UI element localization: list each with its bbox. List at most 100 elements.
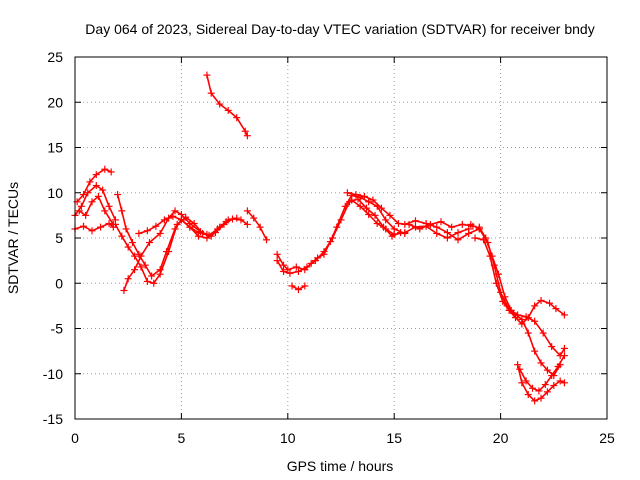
data-point [145,239,153,247]
y-tick-label: -10 [43,366,63,382]
data-point [537,359,545,367]
data-point [382,225,390,233]
data-point [539,329,547,337]
series-track-21 [516,352,568,395]
data-point [454,229,462,237]
axis-ticks: 0 5 10 15 20 25 -15 -10 -5 0 5 10 15 20 25 [43,49,615,446]
data-point [222,218,230,226]
data-point [273,257,281,265]
data-point [377,204,385,212]
data-point [365,198,373,206]
data-point [548,343,556,351]
data-point [411,217,419,225]
plot-area [71,71,568,405]
data-point [101,165,109,173]
data-point [516,365,524,373]
data-point [522,377,530,385]
data-point [328,234,336,242]
data-point [75,207,83,215]
x-axis-label: GPS time / hours [287,458,394,474]
data-point [311,257,319,265]
data-point [107,168,115,176]
data-point [301,282,309,290]
data-point [131,252,139,260]
data-point [537,296,545,304]
data-point [216,100,224,108]
x-tick-label: 10 [280,430,296,446]
series-line [519,354,566,392]
data-point [143,277,151,285]
data-point [160,216,168,224]
series-line [74,184,117,221]
data-point [433,229,441,237]
series-line [478,226,566,357]
data-point [156,229,164,237]
y-tick-label: 25 [47,49,63,65]
data-point [137,263,145,271]
data-point [203,230,211,238]
data-point [518,379,526,387]
data-point [548,372,556,380]
data-point [233,114,241,122]
data-point [554,363,562,371]
data-point [394,220,402,228]
y-axis-label: SDTVAR / TECUs [5,182,21,294]
data-point [233,214,241,222]
data-point [524,391,532,399]
data-point [118,207,126,215]
y-tick-label: 10 [47,185,63,201]
data-point [114,191,122,199]
series-line [206,74,249,137]
y-tick-label: 0 [55,275,63,291]
data-point [99,186,107,194]
series-track-12 [273,195,405,277]
data-point [354,195,362,203]
data-point [141,261,149,269]
data-point [152,222,160,230]
data-point [77,202,85,210]
data-point [531,397,539,405]
x-tick-label: 0 [71,430,79,446]
data-point [524,329,532,337]
data-point [294,267,302,275]
data-point [507,306,515,314]
data-point [352,191,360,199]
data-point [465,229,473,237]
data-point [237,216,245,224]
data-point [356,202,364,210]
data-point [250,214,258,222]
y-tick-label: -15 [43,411,63,427]
data-point [529,384,537,392]
x-tick-label: 20 [493,430,509,446]
data-point [207,89,215,97]
series-track-9 [203,71,251,140]
data-point [514,361,522,369]
data-point [360,192,368,200]
data-point [522,313,530,321]
data-point [531,347,539,355]
series-track-13 [288,282,309,294]
data-point [194,229,202,237]
series-line [123,210,227,292]
series-track-20 [514,361,568,405]
data-point [124,275,132,283]
y-tick-label: -5 [51,321,64,337]
data-point [471,234,479,242]
data-point [243,207,251,215]
data-point [286,269,294,277]
data-point [386,211,394,219]
data-point [552,305,560,313]
data-point [177,216,185,224]
data-point [165,248,173,256]
data-point [488,252,496,260]
data-point [105,202,113,210]
y-tick-label: 20 [47,94,63,110]
data-point [241,127,249,135]
data-point [128,239,136,247]
data-point [454,236,462,244]
data-point [86,178,94,186]
data-point [118,232,126,240]
data-point [171,207,179,215]
data-point [169,212,177,220]
data-point [101,207,109,215]
